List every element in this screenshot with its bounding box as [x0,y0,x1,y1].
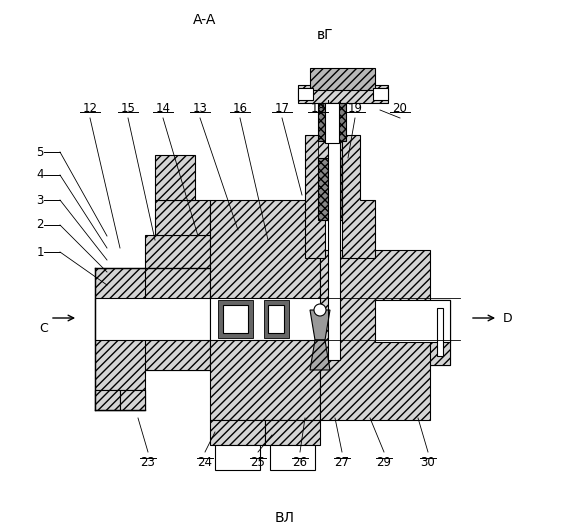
Text: 18: 18 [311,101,325,115]
Text: A-A: A-A [193,13,217,27]
Circle shape [314,304,326,316]
Text: 12: 12 [83,101,98,115]
Polygon shape [155,155,195,200]
Bar [268,305,284,333]
Bar [310,68,375,90]
Bar [120,390,145,410]
Text: 27: 27 [335,456,349,468]
Bar [375,300,450,342]
Polygon shape [155,200,210,235]
Polygon shape [318,158,342,220]
Polygon shape [310,310,330,340]
Text: 25: 25 [251,456,265,468]
Polygon shape [145,235,210,370]
Bar [218,300,253,338]
Polygon shape [210,200,320,420]
Bar [95,390,120,410]
Polygon shape [320,250,450,420]
Text: 13: 13 [193,101,208,115]
Text: вГ: вГ [317,28,333,42]
Text: 30: 30 [421,456,435,468]
Text: 4: 4 [36,168,44,182]
Polygon shape [305,135,342,258]
Text: 15: 15 [121,101,136,115]
Bar [264,300,289,338]
Bar [298,85,388,103]
Bar [95,298,210,340]
Bar [215,445,260,470]
Bar [223,305,248,333]
Bar [270,445,315,470]
Polygon shape [310,340,330,370]
Bar [325,103,339,143]
Text: 29: 29 [376,456,391,468]
Bar [430,300,450,365]
Text: 26: 26 [293,456,307,468]
Text: 17: 17 [274,101,290,115]
Bar [95,390,145,410]
Text: 3: 3 [36,193,44,207]
Bar [328,100,340,360]
Text: ВЛ: ВЛ [275,511,295,525]
Text: C: C [40,321,48,335]
Text: 2: 2 [36,218,44,232]
Text: 5: 5 [36,145,44,158]
Text: 14: 14 [155,101,171,115]
Text: 20: 20 [392,101,408,115]
Bar [373,88,388,100]
Text: 16: 16 [232,101,248,115]
Polygon shape [342,135,375,258]
Polygon shape [95,268,210,410]
Text: 1: 1 [36,245,44,259]
Bar [210,298,320,340]
Text: 24: 24 [197,456,213,468]
Bar [437,308,443,356]
Bar [298,88,313,100]
Bar [210,420,265,445]
Bar [265,420,320,445]
Bar [318,103,346,141]
Text: D: D [503,312,513,324]
Text: 19: 19 [348,101,362,115]
Text: 23: 23 [141,456,155,468]
